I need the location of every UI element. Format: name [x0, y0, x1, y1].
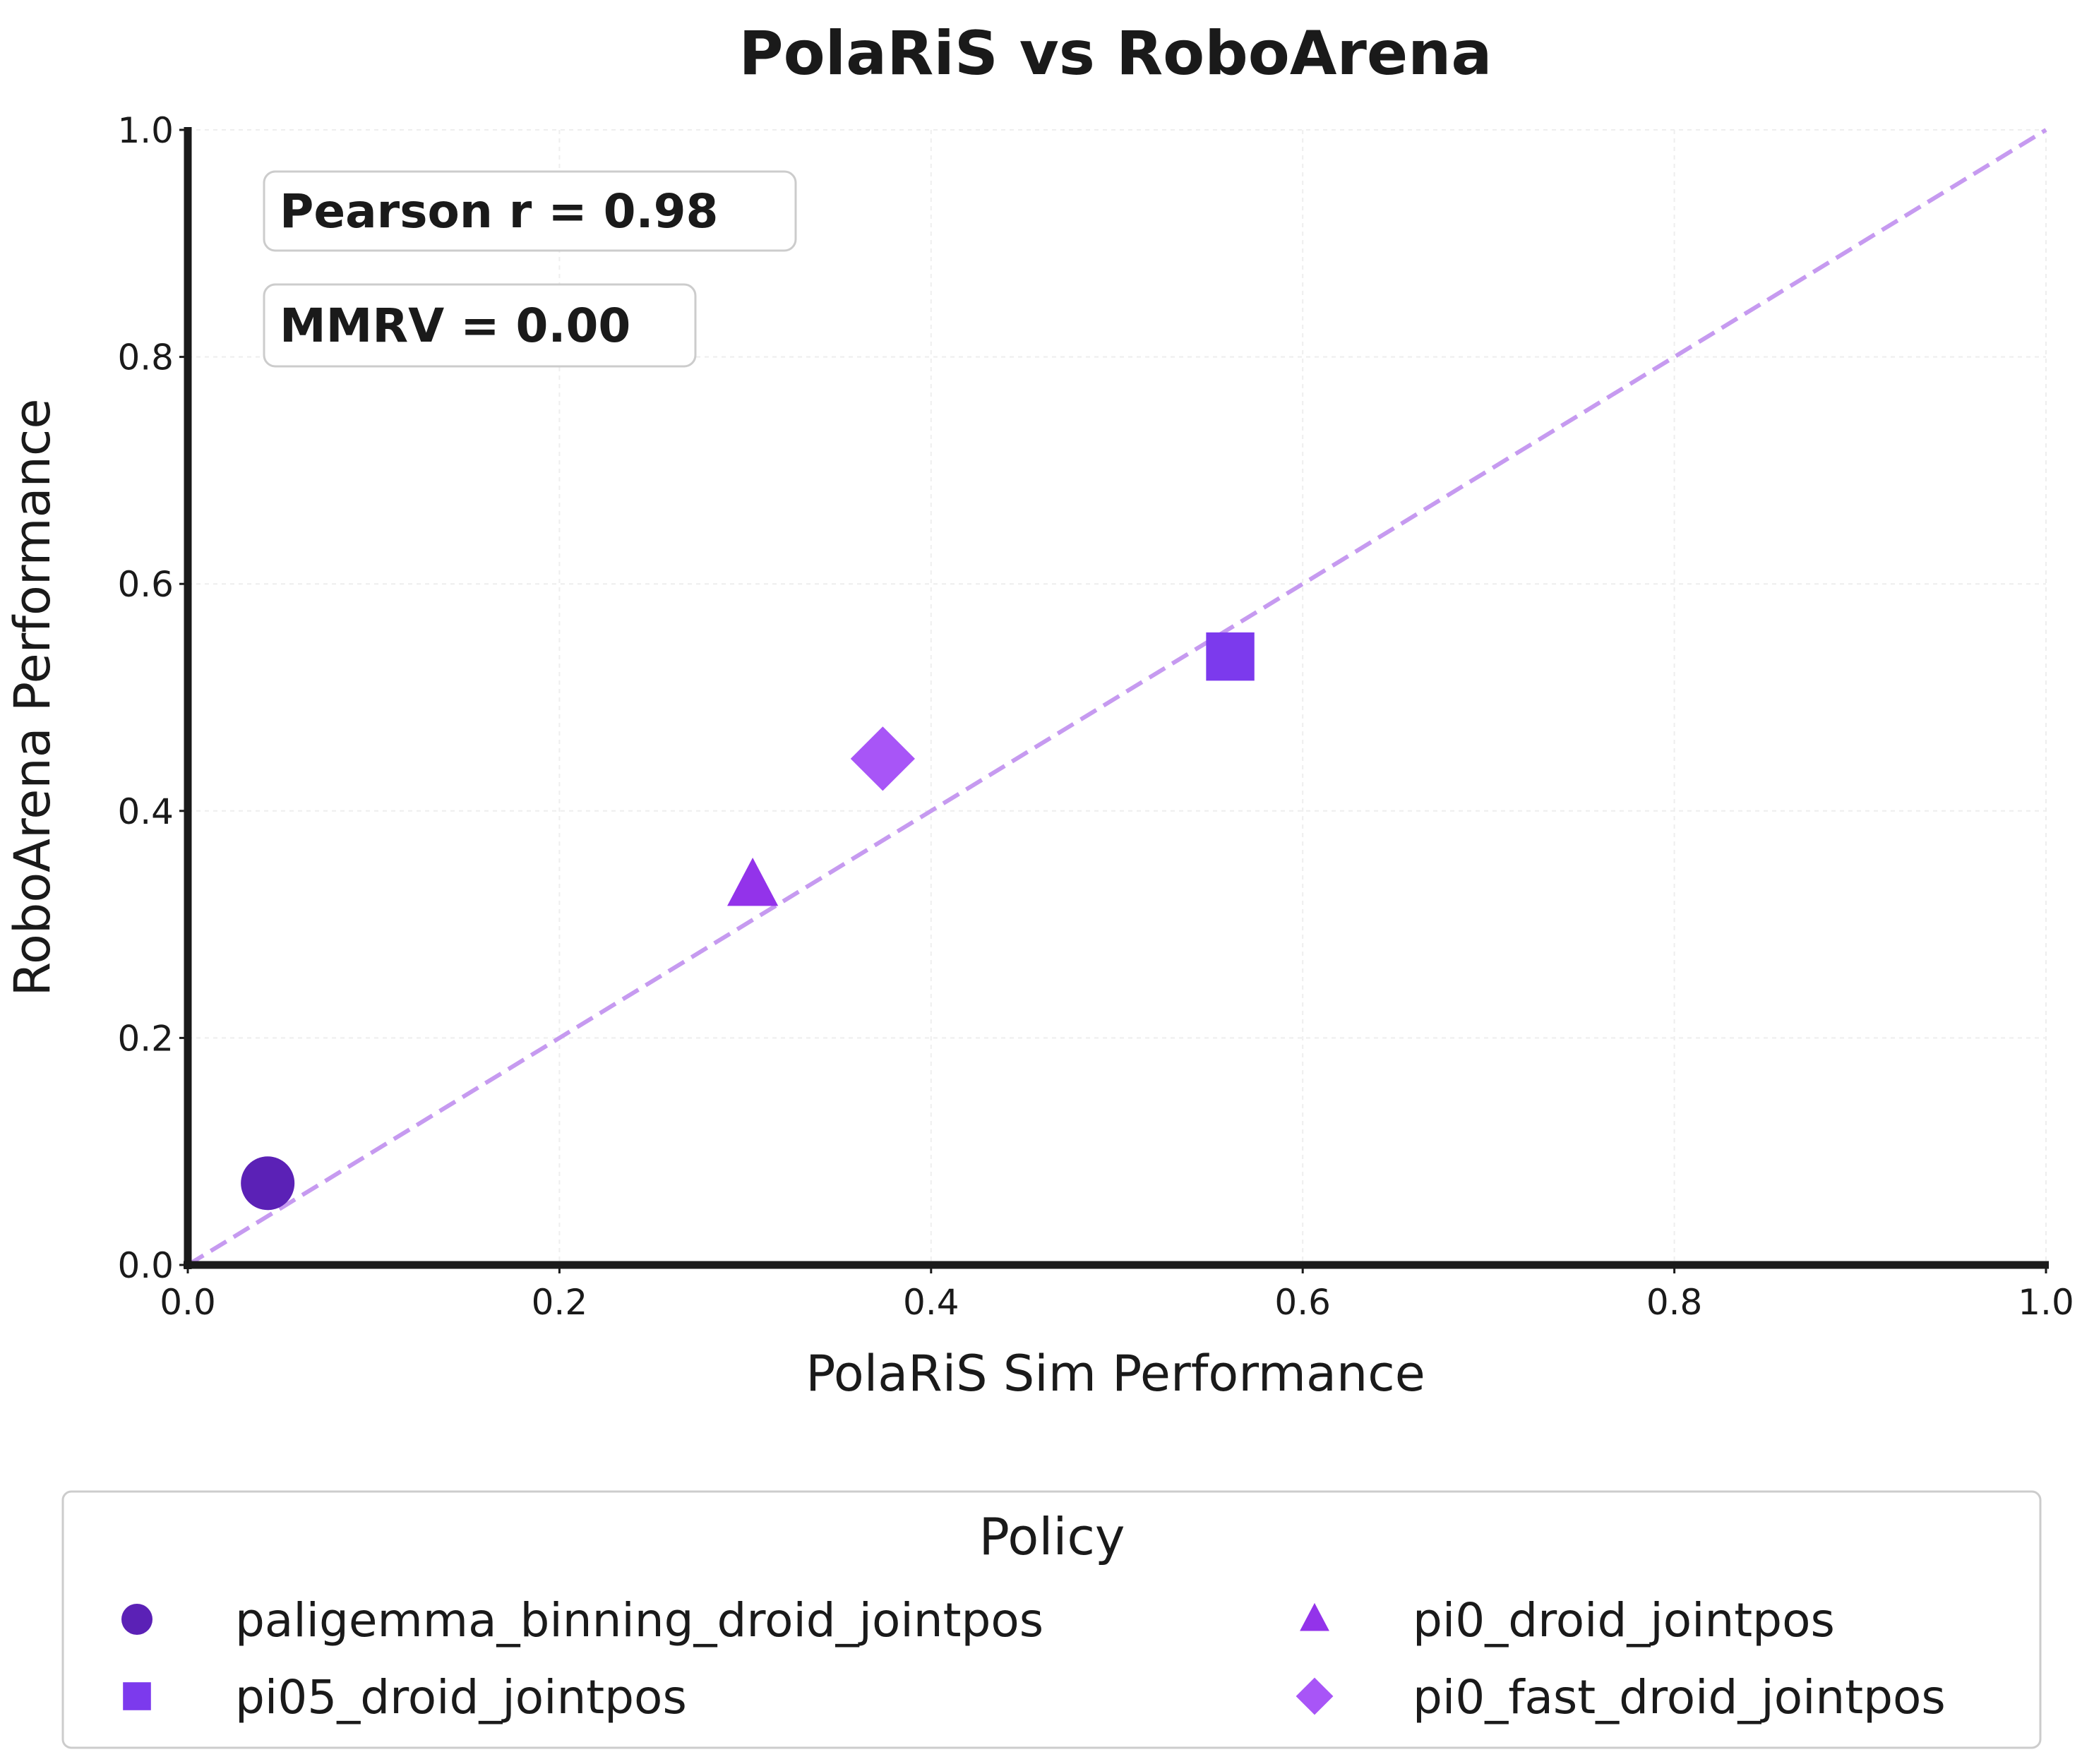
legend-label: pi05_droid_jointpos [235, 1670, 687, 1724]
x-tick-label: 0.2 [532, 1282, 588, 1323]
legend: Policy paligemma_binning_droid_jointposp… [61, 1490, 2042, 1749]
reference-line [186, 128, 2047, 1267]
legend-item: paligemma_binning_droid_jointpos [121, 1593, 1043, 1648]
x-tick-label: 0.0 [160, 1282, 216, 1323]
pearson-annotation: Pearson r = 0.98 [263, 170, 797, 252]
legend-item: pi05_droid_jointpos [123, 1670, 687, 1724]
y-tick-label: 0.8 [117, 337, 174, 378]
legend-label: pi0_fast_droid_jointpos [1413, 1670, 1946, 1724]
y-ticks: 0.0 0.2 0.4 0.6 0.8 1.0 [117, 110, 188, 1286]
pearson-text: Pearson r = 0.98 [280, 184, 718, 239]
legend-marker-square [123, 1682, 151, 1710]
x-axis-label: PolaRiS Sim Performance [806, 1345, 1425, 1403]
data-point-circle [241, 1156, 295, 1211]
x-tick-label: 0.8 [1646, 1282, 1703, 1323]
y-tick-label: 0.4 [117, 791, 174, 832]
mmrv-text: MMRV = 0.00 [280, 299, 630, 353]
legend-title: Policy [979, 1507, 1125, 1566]
legend-marker-circle [121, 1604, 152, 1635]
data-points [241, 632, 1255, 1211]
data-point-diamond [850, 726, 915, 791]
data-point-square [1206, 632, 1255, 681]
data-point-triangle [727, 858, 779, 906]
x-tick-label: 0.6 [1274, 1282, 1331, 1323]
x-ticks: 0.0 0.2 0.4 0.6 0.8 1.0 [160, 1265, 2074, 1323]
y-tick-label: 1.0 [117, 110, 174, 151]
y-tick-label: 0.6 [117, 564, 174, 605]
y-axis-label: RoboArena Performance [4, 399, 61, 997]
legend-marker-triangle [1300, 1602, 1329, 1631]
mmrv-annotation: MMRV = 0.00 [263, 283, 697, 368]
legend-item: pi0_fast_droid_jointpos [1296, 1670, 1946, 1724]
legend-item: pi0_droid_jointpos [1300, 1593, 1835, 1648]
y-tick-label: 0.2 [117, 1018, 174, 1059]
x-tick-label: 0.4 [903, 1282, 959, 1323]
legend-label: pi0_droid_jointpos [1413, 1593, 1835, 1648]
x-tick-label: 1.0 [2018, 1282, 2074, 1323]
y-tick-label: 0.0 [117, 1245, 174, 1286]
chart-title: PolaRiS vs RoboArena [739, 18, 1492, 89]
legend-label: paligemma_binning_droid_jointpos [235, 1593, 1043, 1648]
legend-marker-diamond [1296, 1677, 1334, 1715]
